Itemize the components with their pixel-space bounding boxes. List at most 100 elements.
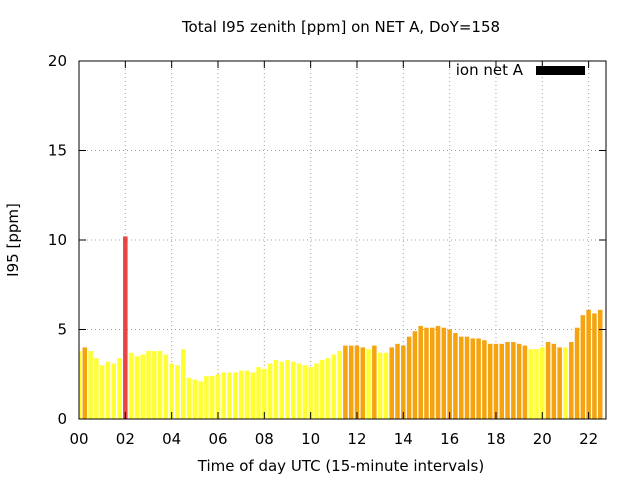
x-tick-label: 22 <box>579 430 598 448</box>
bar <box>528 349 533 419</box>
bar <box>267 363 273 419</box>
bar <box>476 338 481 419</box>
x-tick-label: 10 <box>301 430 320 448</box>
bar <box>424 327 429 419</box>
bar <box>117 358 122 419</box>
bar <box>447 329 452 419</box>
bar <box>233 372 238 419</box>
bar <box>302 365 308 419</box>
bar <box>377 352 383 419</box>
bar <box>534 349 539 419</box>
bar <box>134 356 140 419</box>
bar <box>372 345 377 419</box>
bar <box>152 350 157 419</box>
bar <box>94 358 99 419</box>
bar <box>314 363 319 419</box>
bar <box>389 347 394 419</box>
bar <box>273 359 279 419</box>
bar <box>516 343 522 419</box>
bar <box>192 379 198 419</box>
bar <box>146 350 151 419</box>
ticks <box>78 60 606 420</box>
bar <box>406 336 412 419</box>
bar <box>180 349 186 419</box>
bar <box>250 372 255 419</box>
bar <box>574 327 580 419</box>
bar <box>592 313 597 419</box>
bar <box>441 327 447 419</box>
bar <box>99 365 105 419</box>
bar <box>88 350 93 419</box>
x-tick-label: 20 <box>533 430 552 448</box>
x-tick-label: 00 <box>69 430 88 448</box>
bar <box>418 325 423 419</box>
bar <box>285 359 290 419</box>
x-tick-label: 02 <box>116 430 135 448</box>
bar <box>453 333 458 419</box>
bar <box>487 343 493 419</box>
bar <box>79 350 82 419</box>
bar <box>169 363 174 419</box>
bar <box>522 345 528 419</box>
bar <box>557 347 562 419</box>
bar <box>493 343 499 419</box>
x-tick-label: 12 <box>347 430 366 448</box>
bar <box>470 338 476 419</box>
bar <box>163 354 169 419</box>
x-tick-label: 08 <box>255 430 274 448</box>
bar <box>482 340 487 419</box>
bar <box>198 381 203 419</box>
bar <box>221 372 227 419</box>
bar <box>308 367 313 419</box>
bar <box>430 327 435 419</box>
bar <box>238 370 244 419</box>
bar <box>412 331 418 419</box>
bar <box>360 347 366 419</box>
bar <box>279 361 284 419</box>
bar <box>395 343 400 419</box>
x-tick-label: 18 <box>486 430 505 448</box>
bar <box>262 368 267 419</box>
bar <box>331 354 337 419</box>
bar <box>215 374 221 419</box>
y-tick-label: 20 <box>48 52 67 70</box>
y-tick-label: 15 <box>48 142 67 160</box>
bar <box>244 370 250 419</box>
bar <box>568 342 574 419</box>
bar <box>319 359 325 419</box>
chart-title: Total I95 zenith [ppm] on NET A, DoY=158 <box>181 18 500 36</box>
y-axis-label: I95 [ppm] <box>4 203 22 277</box>
bar <box>540 347 545 419</box>
x-tick-label: 04 <box>162 430 181 448</box>
bar <box>204 376 209 419</box>
legend-label: ion net A <box>456 61 524 79</box>
bar <box>511 342 516 419</box>
bar <box>551 343 557 419</box>
bar <box>186 377 192 419</box>
tick-labels: 0 5 10 15 20 00 02 04 06 08 10 12 14 16 18 20 22 <box>48 52 598 448</box>
bar <box>366 349 371 419</box>
bar <box>505 342 510 419</box>
bar <box>597 309 603 419</box>
bar <box>499 343 505 419</box>
bar <box>348 345 354 419</box>
bar <box>580 315 586 419</box>
bar <box>256 367 261 419</box>
y-tick-label: 10 <box>48 231 67 249</box>
bar <box>175 365 180 419</box>
legend: ion net A <box>456 61 585 79</box>
bar <box>157 350 163 419</box>
bar <box>458 336 464 419</box>
bar <box>343 345 348 419</box>
bar <box>563 347 568 419</box>
bar <box>123 236 128 419</box>
bar <box>209 376 215 419</box>
bar <box>383 352 389 419</box>
bars <box>79 236 603 419</box>
y-tick-label: 5 <box>57 321 67 339</box>
bar <box>105 361 111 419</box>
bar <box>586 309 591 419</box>
bar <box>291 361 296 419</box>
y-tick-label: 0 <box>57 410 67 428</box>
